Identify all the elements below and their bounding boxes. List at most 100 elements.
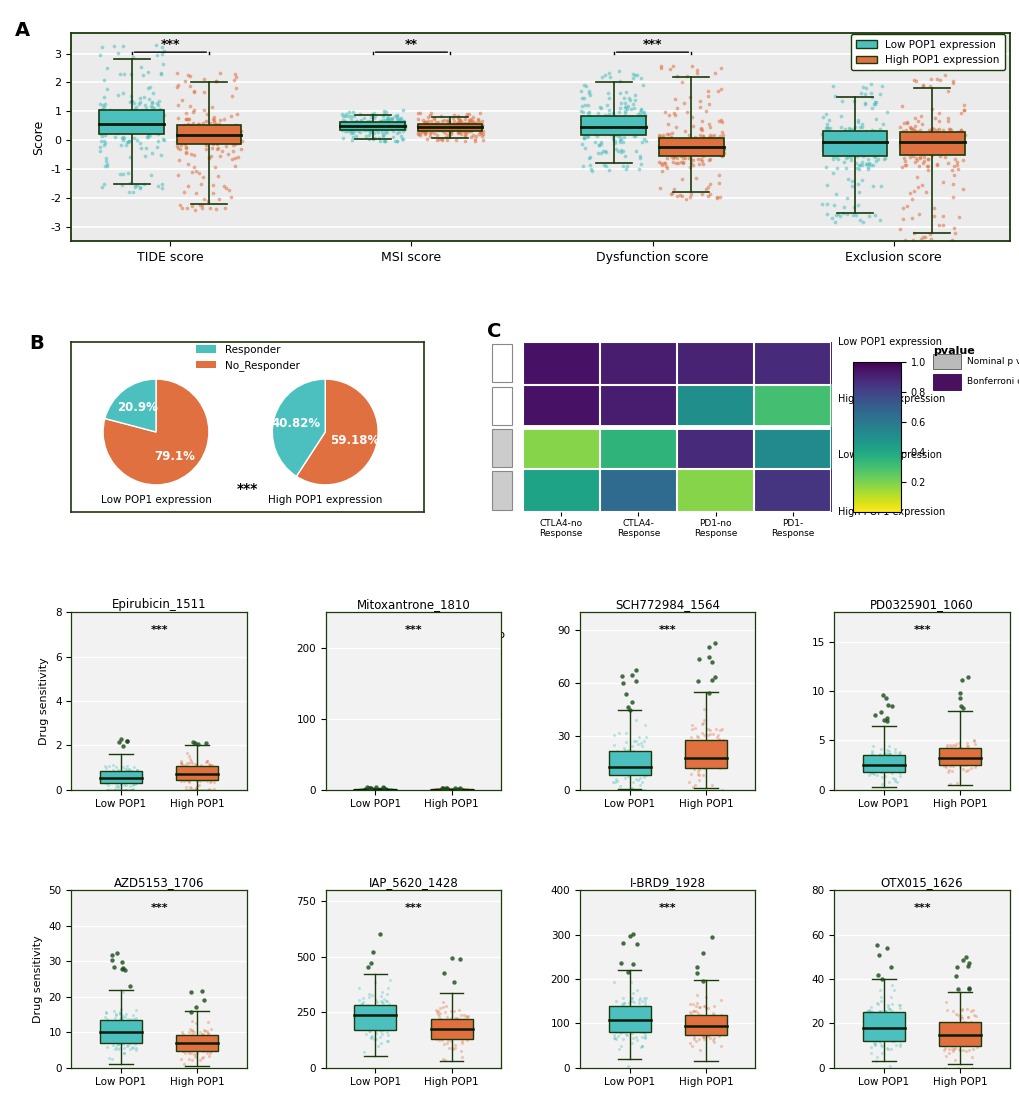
Point — [139, 129, 155, 147]
Point — [682, 132, 698, 150]
Point — [954, 128, 970, 146]
Point — [120, 183, 137, 201]
Point — [626, 732, 642, 749]
Point — [203, 765, 219, 783]
Point — [443, 781, 460, 798]
Point — [873, 768, 890, 786]
Point — [352, 1014, 368, 1032]
Point — [154, 116, 170, 133]
Point — [699, 88, 715, 106]
Point — [938, 736, 955, 754]
Point — [921, 130, 937, 148]
Point — [876, 1002, 893, 1020]
Point — [899, 138, 915, 156]
Point — [688, 1024, 704, 1042]
Point — [877, 1016, 894, 1034]
Point — [864, 764, 880, 782]
Point — [944, 752, 960, 770]
Point — [377, 781, 393, 798]
Point — [181, 770, 198, 787]
Point — [878, 749, 895, 767]
Point — [871, 133, 888, 151]
Point — [867, 752, 883, 770]
Bar — [354, 1005, 396, 1030]
Point — [611, 85, 628, 102]
Point — [927, 156, 944, 173]
Point — [960, 1035, 976, 1053]
Point — [113, 1005, 129, 1023]
Point — [682, 1015, 698, 1033]
Point — [897, 152, 913, 170]
Point — [621, 743, 637, 761]
Point — [663, 130, 680, 148]
Point — [335, 111, 352, 129]
Point — [190, 735, 206, 753]
Point — [696, 131, 712, 149]
Point — [902, 183, 918, 201]
Point — [890, 1016, 906, 1034]
Point — [195, 1042, 211, 1060]
Point — [458, 117, 474, 135]
Point — [877, 744, 894, 762]
Point — [817, 105, 834, 122]
Point — [691, 1017, 707, 1035]
Point — [878, 999, 895, 1016]
Point — [651, 129, 667, 147]
Point — [358, 781, 374, 798]
Point — [867, 110, 883, 128]
Point — [580, 82, 596, 100]
Point — [892, 764, 908, 782]
Point — [706, 668, 722, 686]
Point — [609, 142, 626, 160]
Point — [111, 770, 127, 787]
Point — [862, 1013, 878, 1031]
Point — [94, 108, 110, 126]
Point — [200, 191, 216, 209]
Point — [651, 140, 667, 158]
Point — [360, 120, 376, 138]
Point — [99, 764, 115, 782]
Point — [637, 766, 653, 784]
Text: Low POP1 expression: Low POP1 expression — [837, 337, 941, 347]
Point — [374, 118, 390, 136]
Point — [625, 755, 641, 773]
Point — [611, 128, 628, 146]
Point — [95, 97, 111, 115]
Point — [362, 117, 378, 135]
Point — [459, 116, 475, 133]
Point — [457, 120, 473, 138]
Point — [459, 121, 475, 139]
Point — [952, 128, 968, 146]
Point — [892, 1014, 908, 1032]
Point — [472, 121, 488, 139]
Point — [351, 991, 367, 1009]
Point — [628, 1002, 644, 1020]
Point — [114, 1029, 130, 1046]
Point — [425, 125, 441, 142]
Point — [374, 781, 390, 798]
Point — [428, 1015, 444, 1033]
Point — [606, 762, 623, 780]
Point — [196, 70, 212, 88]
Point — [684, 58, 700, 76]
Point — [421, 106, 437, 123]
Point — [859, 142, 875, 160]
Point — [627, 1029, 643, 1046]
Point — [194, 196, 210, 214]
Point — [699, 745, 715, 763]
Point — [965, 731, 981, 748]
Point — [818, 176, 835, 193]
Point — [592, 145, 608, 162]
Point — [605, 112, 622, 130]
Point — [446, 780, 463, 797]
Point — [132, 118, 149, 136]
Point — [92, 110, 108, 128]
Point — [967, 1030, 983, 1048]
Point — [176, 759, 193, 777]
Point — [182, 1036, 199, 1054]
Point — [937, 1020, 954, 1037]
Point — [118, 1005, 135, 1023]
Point — [652, 58, 668, 76]
Point — [466, 116, 482, 133]
Point — [636, 732, 652, 749]
